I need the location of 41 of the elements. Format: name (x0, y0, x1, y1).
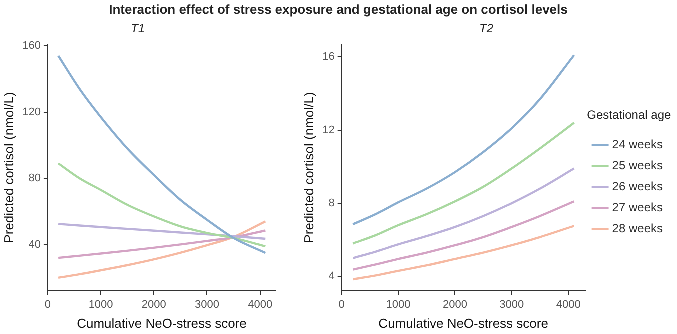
legend-label: 24 weeks (612, 138, 664, 152)
legend-label: 25 weeks (612, 158, 664, 173)
line-series (352, 200, 576, 271)
x-tick-label: 3000 (500, 298, 524, 311)
line-series (352, 225, 576, 281)
x-tick-label: 0 (44, 298, 52, 311)
x-tick-label: 4000 (556, 298, 581, 311)
x-tick-label: 4000 (248, 298, 273, 311)
x-tick-label: 1000 (386, 298, 411, 311)
legend-label: 28 weeks (612, 222, 664, 236)
x-tick-label: 1000 (88, 298, 114, 311)
x-axis-title: Cumulative NeO-stress score (77, 316, 247, 331)
line-series (57, 220, 267, 280)
x-axis-title: Cumulative NeO-stress score (378, 316, 548, 331)
x-tick-label: 2000 (142, 298, 166, 311)
y-axis-title: Predicted cortisol (nmol/L) (301, 92, 316, 244)
y-tick-label: 16 (322, 51, 335, 64)
legend-title: Gestational age (587, 108, 672, 122)
y-tick-label: 40 (28, 238, 41, 251)
line-series (57, 162, 267, 248)
line-series (352, 168, 576, 260)
text: Interaction effect of stress exposure and gestational age on cortisol levels (108, 2, 569, 17)
y-axis-title: Predicted cortisol (nmol/L) (1, 92, 16, 244)
x-tick-label: 0 (338, 298, 345, 311)
line-series (352, 122, 576, 245)
y-tick-label: 120 (22, 106, 41, 118)
legend-label: 27 weeks (612, 200, 664, 215)
y-tick-label: 4 (328, 270, 335, 283)
y-tick-label: 160 (22, 40, 41, 52)
y-tick-label: 80 (28, 172, 41, 185)
y-tick-label: 12 (322, 124, 335, 136)
line-series (352, 54, 576, 226)
x-tick-label: 3000 (195, 298, 220, 311)
chart-subtitle: T1 (130, 22, 146, 36)
line-series (57, 223, 267, 240)
chart-subtitle: T2 (479, 22, 494, 36)
line-series (57, 230, 267, 260)
y-tick-label: 8 (328, 197, 335, 210)
legend-label: 26 weeks (612, 180, 664, 194)
line-series (57, 54, 267, 254)
x-tick-label: 2000 (442, 298, 468, 311)
